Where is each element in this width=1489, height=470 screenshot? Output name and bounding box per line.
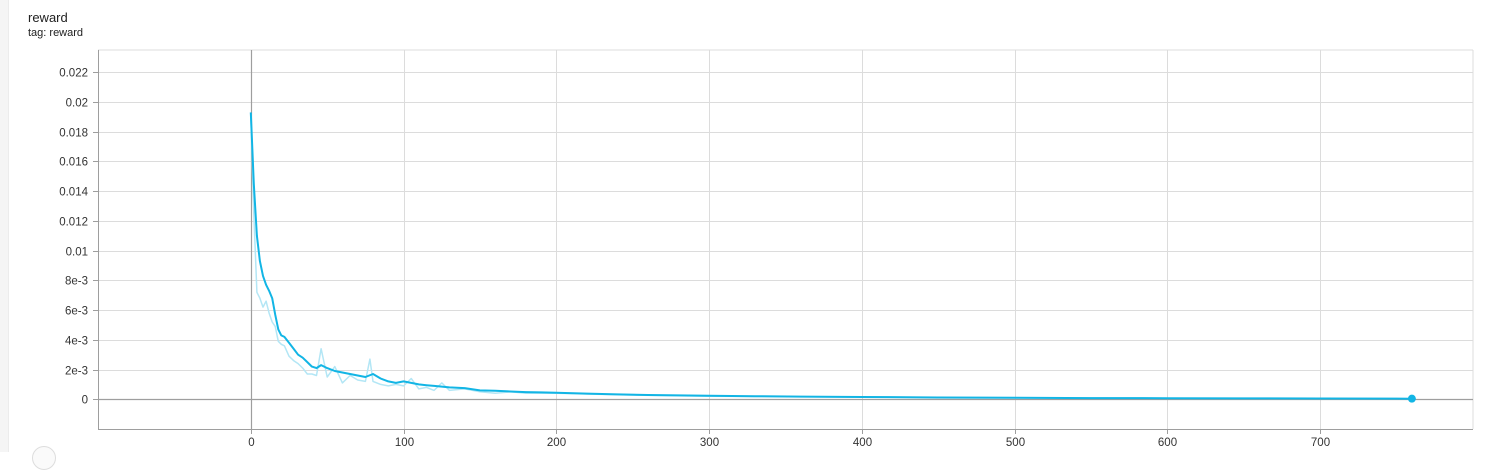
card-title: reward xyxy=(28,10,68,25)
sidebar-edge xyxy=(0,0,9,452)
y-tick-label: 0.02 xyxy=(66,98,88,110)
expand-button[interactable] xyxy=(32,446,56,470)
series xyxy=(249,112,1416,403)
series-smoothed-line xyxy=(249,112,1412,400)
x-tick-label: 200 xyxy=(547,437,566,449)
x-tick-label: 100 xyxy=(395,437,414,449)
x-tick-label: 400 xyxy=(853,437,872,449)
x-tick-label: 600 xyxy=(1158,437,1177,449)
y-tick-label: 0 xyxy=(82,395,88,407)
y-tick-label: 0.018 xyxy=(59,128,88,140)
y-tick-label: 0.012 xyxy=(59,217,88,229)
card-tag: tag: reward xyxy=(28,27,84,39)
last-point-marker xyxy=(1407,394,1416,403)
x-tick-label: 300 xyxy=(700,437,719,449)
x-tick-label: 0 xyxy=(248,437,254,449)
y-axis-ticks: 0 2e-3 4e-3 6e-3 8e-3 0.01 0.012 0.014 0.016 0.01… xyxy=(59,68,98,407)
y-tick-label: 8e-3 xyxy=(65,276,88,288)
axes xyxy=(98,50,1473,430)
y-tick-label: 0.016 xyxy=(59,157,88,169)
x-tick-label: 500 xyxy=(1006,437,1025,449)
x-tick-label: 700 xyxy=(1311,437,1330,449)
y-tick-label: 0.014 xyxy=(59,187,88,199)
y-tick-label: 0.01 xyxy=(66,247,88,259)
series-raw-line xyxy=(250,113,1412,400)
y-tick-label: 4e-3 xyxy=(65,336,88,348)
y-tick-label: 6e-3 xyxy=(65,306,88,318)
y-tick-label: 0.022 xyxy=(59,68,88,80)
grid xyxy=(98,49,1474,429)
y-tick-label: 2e-3 xyxy=(65,366,88,378)
reward-chart[interactable]: 0 100 200 300 400 500 600 700 0 2e-3 4e-3 6e-3 8e-3… xyxy=(0,0,1489,452)
x-axis-ticks: 0 100 200 300 400 500 600 700 xyxy=(248,429,1330,449)
